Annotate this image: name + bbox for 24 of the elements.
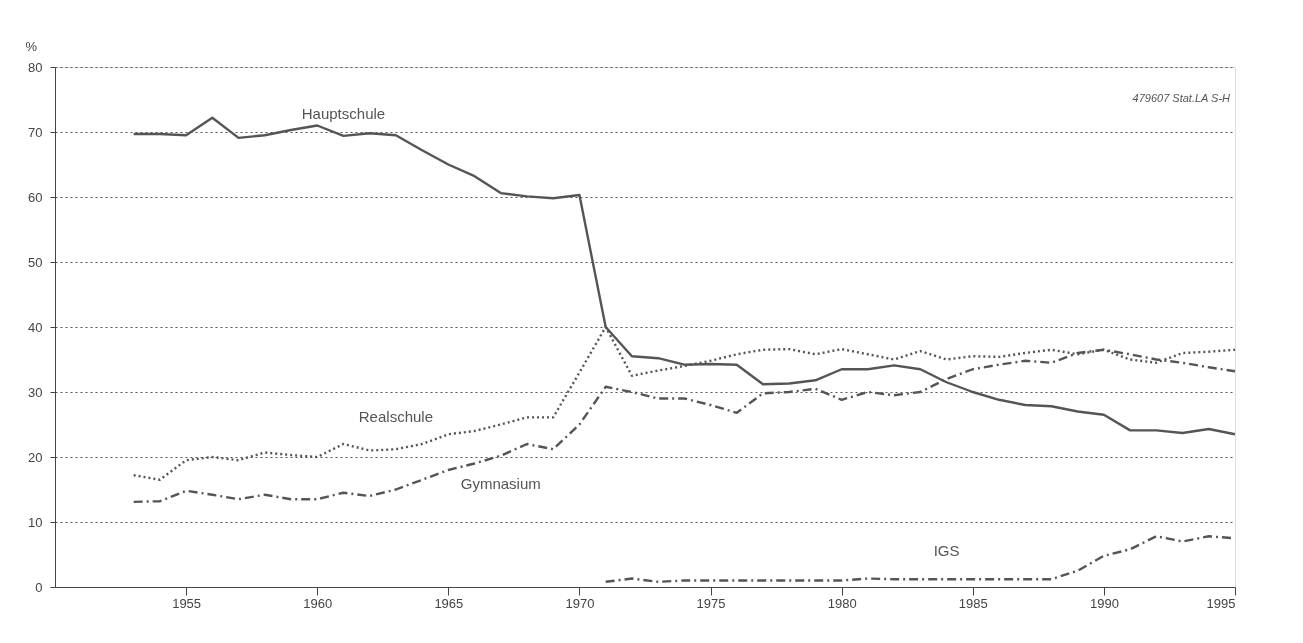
x-tick-label: 1970 — [565, 595, 595, 611]
x-tick-label: 1985 — [958, 595, 988, 611]
x-tick-label: 1975 — [696, 595, 726, 611]
y-axis-title: % — [25, 38, 38, 54]
y-tick-label: 70 — [28, 124, 43, 140]
series-label: Realschule — [358, 408, 433, 426]
series-label: Hauptschule — [301, 104, 386, 122]
x-tick-label: 1955 — [172, 595, 202, 611]
series-label: Gymnasium — [460, 474, 541, 492]
y-tick-label: 80 — [28, 59, 43, 75]
annotation: 479607 Stat.LA S-H — [1132, 92, 1231, 104]
y-tick-label: 0 — [35, 579, 43, 595]
x-tick-label: 1980 — [827, 595, 857, 611]
x-tick-label: 1965 — [434, 595, 464, 611]
series-label: IGS — [933, 542, 960, 560]
x-tick-label: 1995 — [1206, 595, 1236, 611]
y-tick-label: 30 — [28, 384, 43, 400]
x-tick-label: 1990 — [1089, 595, 1119, 611]
y-tick-label: 50 — [28, 254, 43, 270]
y-tick-label: 60 — [28, 189, 43, 205]
x-tick-label: 1960 — [303, 595, 333, 611]
y-tick-label: 10 — [28, 514, 43, 530]
y-tick-label: 40 — [28, 319, 43, 335]
y-tick-label: 20 — [28, 449, 43, 465]
